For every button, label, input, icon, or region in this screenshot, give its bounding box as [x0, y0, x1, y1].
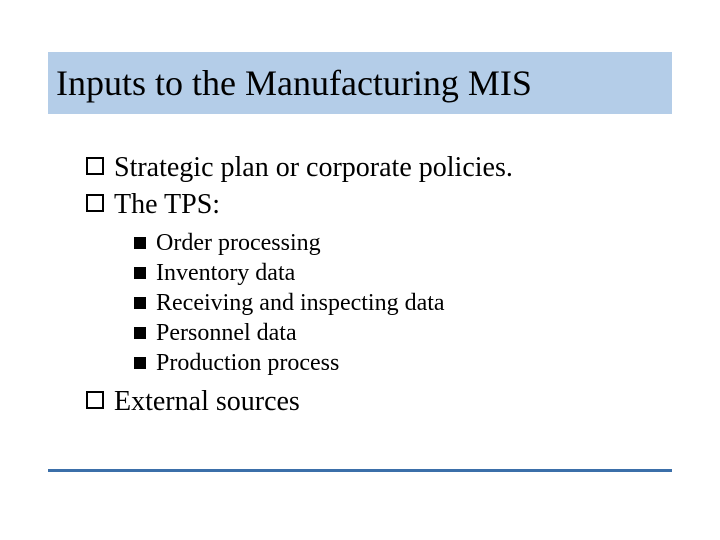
sub-bullet-text: Production process	[156, 348, 339, 378]
hollow-square-icon	[86, 157, 104, 175]
sub-bullet-text: Order processing	[156, 228, 321, 258]
solid-square-icon	[134, 357, 146, 369]
list-item: Inventory data	[134, 258, 646, 288]
list-item: The TPS:	[86, 187, 646, 222]
solid-square-icon	[134, 237, 146, 249]
list-item: Order processing	[134, 228, 646, 258]
hollow-square-icon	[86, 194, 104, 212]
list-item: Personnel data	[134, 318, 646, 348]
sub-bullet-text: Inventory data	[156, 258, 295, 288]
slide-title: Inputs to the Manufacturing MIS	[56, 62, 532, 104]
bullet-text: Strategic plan or corporate policies.	[114, 150, 513, 185]
list-item: Production process	[134, 348, 646, 378]
title-bar: Inputs to the Manufacturing MIS	[48, 52, 672, 114]
footer-divider	[48, 469, 672, 472]
list-item: Receiving and inspecting data	[134, 288, 646, 318]
list-item: Strategic plan or corporate policies.	[86, 150, 646, 185]
sub-bullet-text: Receiving and inspecting data	[156, 288, 445, 318]
hollow-square-icon	[86, 391, 104, 409]
solid-square-icon	[134, 267, 146, 279]
list-item: External sources	[86, 384, 646, 419]
bullet-list: Strategic plan or corporate policies. Th…	[86, 150, 646, 421]
sub-bullet-text: Personnel data	[156, 318, 297, 348]
solid-square-icon	[134, 327, 146, 339]
sub-list: Order processing Inventory data Receivin…	[134, 228, 646, 378]
bullet-text: External sources	[114, 384, 300, 419]
bullet-text: The TPS:	[114, 187, 220, 222]
solid-square-icon	[134, 297, 146, 309]
